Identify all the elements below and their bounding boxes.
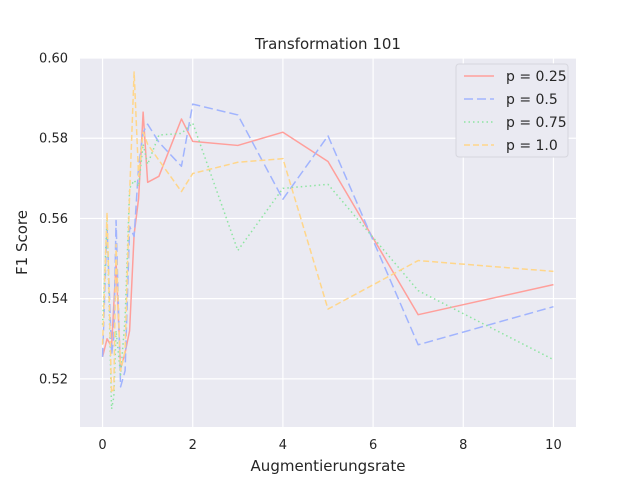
x-tick-label: 2 (189, 438, 197, 453)
x-tick-label: 4 (279, 438, 287, 453)
x-tick-label: 10 (545, 438, 562, 453)
y-tick-label: 0.52 (39, 372, 68, 387)
y-tick-label: 0.58 (39, 132, 68, 147)
y-tick-label: 0.56 (39, 212, 68, 227)
legend-box (455, 63, 569, 158)
legend-label: p = 0.75 (506, 115, 567, 131)
x-tick-label: 6 (369, 438, 377, 453)
y-tick-label: 0.54 (39, 292, 68, 307)
y-tick-label: 0.60 (39, 52, 68, 67)
legend-label: p = 0.5 (506, 92, 558, 108)
legend: p = 0.25 p = 0.5 p = 0.75 p = 1.0 (455, 63, 569, 158)
legend-label: p = 1.0 (506, 138, 558, 154)
x-axis-label: Augmentierungsrate (251, 457, 406, 475)
legend-label: p = 0.25 (506, 69, 567, 85)
x-tick-label: 8 (459, 438, 467, 453)
y-axis-label: F1 Score (13, 210, 31, 275)
series-layer (101, 71, 554, 410)
x-tick-label: 0 (98, 438, 106, 453)
chart-title: Transformation 101 (254, 35, 401, 53)
tick-layer: 0 2 4 6 8 10 0.52 0.54 0.56 0.58 0.60 (39, 52, 562, 454)
